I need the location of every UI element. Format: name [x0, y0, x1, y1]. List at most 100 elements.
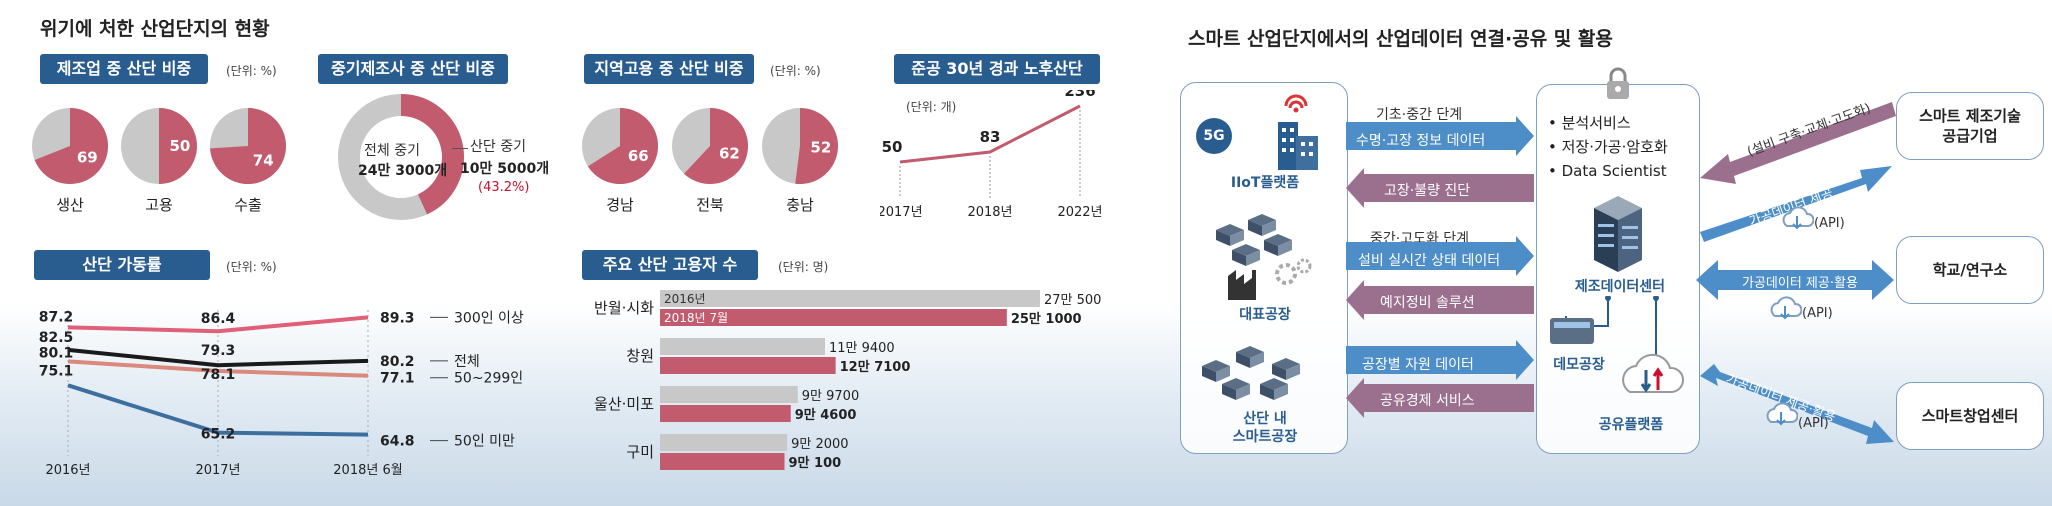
- arrow-label: 고장·불량 진단: [1384, 183, 1471, 199]
- iiot-building-icon: [1278, 94, 1318, 170]
- pie-1: 62: [672, 108, 748, 184]
- employees-pill: 주요 산단 고용자 수: [582, 250, 758, 280]
- pie-slice: [34, 108, 108, 184]
- oprate-label: 89.3: [380, 310, 415, 326]
- middle-arrows: [1346, 116, 1534, 418]
- oprate-label: 80.2: [380, 354, 415, 370]
- arrow-label: 설비 실시간 상태 데이터: [1358, 253, 1501, 269]
- sme-part-pct: (43.2%): [478, 180, 530, 195]
- bullet: • 저장·가공·암호화: [1548, 138, 1668, 156]
- emp-value: 12만 7100: [840, 359, 911, 375]
- pie-2: 74: [210, 108, 286, 184]
- source-caption-iiot: IIoT플랫폼: [1230, 175, 1300, 191]
- server-building-icon: [1594, 196, 1642, 272]
- arrow-label: 수명·고장 정보 데이터: [1356, 133, 1486, 149]
- pie-0: 66: [582, 108, 658, 184]
- manufacturing-share-pill: 제조업 중 산단 비중: [40, 54, 208, 84]
- right-title: 스마트 산업단지에서의 산업데이터 연결·공유 및 활용: [1188, 28, 1613, 50]
- aging-line: [899, 104, 1081, 164]
- node-startup: 스마트창업센터: [1896, 382, 2044, 450]
- sme-part-label: 산단 중기: [470, 139, 526, 155]
- cloud-icon: [1770, 296, 1802, 320]
- aging-pill: 준공 30년 경과 노후산단: [894, 54, 1100, 84]
- emp-value: 9만 9700: [802, 389, 859, 404]
- pie-slice: [587, 108, 658, 184]
- aging-value: 50: [882, 138, 903, 156]
- left-title: 위기에 처한 산업단지의 현황: [40, 18, 270, 40]
- sme-total-value: 24만 3000개: [358, 163, 448, 179]
- donut-slice: [400, 94, 464, 215]
- oprate-line-3: [67, 383, 369, 437]
- emp-category: 창원: [626, 347, 654, 365]
- sme-share-pill: 중기제조사 중 산단 비중: [318, 54, 508, 84]
- pie-value: 52: [810, 138, 831, 156]
- pie-slice: [210, 108, 286, 184]
- oprate-label: 65.2: [201, 427, 236, 443]
- emp-bar-1: [660, 309, 1007, 326]
- emp-category: 구미: [626, 443, 654, 461]
- node-supplier: 스마트 제조기술 공급기업: [1896, 92, 2044, 160]
- pie-slice: [683, 108, 748, 184]
- emp-bar-0: [660, 338, 825, 355]
- pie-0: 69: [32, 108, 108, 184]
- emp-value: 9만 2000: [791, 437, 848, 452]
- datacenter-caption: 제조데이터센터: [1574, 279, 1666, 295]
- pie-2: 52: [762, 108, 838, 184]
- lock-icon: [1607, 67, 1629, 99]
- pie-value: 66: [628, 147, 649, 165]
- factory-icon: [1216, 214, 1312, 300]
- operation-unit: (단위: %): [226, 260, 277, 274]
- sme-total-label: 전체 중기: [364, 143, 420, 159]
- sme-donut-chart: [338, 94, 464, 220]
- operation-line-chart: 2016년 2017년 2018년 6월 87.2 86.4 89.3 300인 이상 82.…: [39, 309, 524, 478]
- oprate-legend-label: 50~299인: [454, 371, 523, 387]
- oprate-label: 77.1: [380, 371, 415, 387]
- emp-legend: 2016년: [664, 292, 706, 306]
- emp-value: 9만 100: [789, 455, 842, 471]
- emp-value: 11만 9400: [829, 341, 895, 356]
- aging-line-chart: 50 2017년 83 2018년 236 2022년: [880, 90, 1103, 220]
- emp-value: 27만 500: [1044, 293, 1101, 308]
- demo-caption: 데모공장: [1553, 357, 1605, 373]
- oprate-xtick: 2018년 6월: [333, 463, 402, 478]
- arrow-label: 가공데이터 제공·활용: [1742, 276, 1858, 291]
- source-caption-factory: 대표공장: [1239, 307, 1291, 323]
- pie-value: 69: [77, 149, 98, 167]
- right-arrows: [1696, 102, 1896, 444]
- emp-bar-0: [660, 434, 788, 451]
- emp-value: 9만 4600: [795, 407, 857, 423]
- source-caption-smartfactory: 산단 내 스마트공장: [1232, 411, 1298, 445]
- node-school: 학교/연구소: [1896, 236, 2044, 304]
- pie-label: 경남: [606, 196, 634, 214]
- oprate-legend-label: 50인 미만: [454, 434, 515, 450]
- pie-label: 생산: [56, 196, 84, 214]
- pie-label: 수출: [234, 196, 262, 214]
- oprate-xtick: 2017년: [195, 463, 240, 478]
- oprate-line-0: [67, 315, 369, 334]
- stage1-label: 기초·중간 단계: [1376, 107, 1463, 123]
- oprate-label: 79.3: [201, 343, 236, 359]
- arrow-label: 공장별 자원 데이터: [1362, 357, 1474, 373]
- pie-label: 고용: [145, 196, 173, 214]
- pie-1: 50: [121, 108, 197, 184]
- arrow-label: 예지정비 솔루션: [1380, 295, 1475, 311]
- pie-label: 충남: [786, 196, 814, 214]
- api-label: (API): [1814, 216, 1845, 231]
- oprate-label: 82.5: [39, 330, 74, 346]
- oprate-label: 78.1: [201, 367, 236, 383]
- oprate-label: 75.1: [39, 363, 74, 379]
- oprate-xtick: 2016년: [45, 463, 90, 478]
- emp-bar-1: [660, 357, 836, 374]
- pie-label: 전북: [696, 196, 724, 214]
- emp-category: 반월·시화: [594, 299, 654, 317]
- aging-value: 236: [1064, 90, 1095, 100]
- regional-share-pill: 지역고용 중 산단 비중: [584, 54, 754, 84]
- pie-value: 74: [253, 151, 274, 169]
- manufacturing-unit: (단위: %): [226, 64, 277, 78]
- api-label: (API): [1798, 416, 1829, 431]
- api-label: (API): [1802, 306, 1833, 321]
- emp-legend: 2018년 7월: [664, 311, 728, 325]
- regional-unit: (단위: %): [770, 64, 821, 78]
- arrow-label: 공유경제 서비스: [1380, 393, 1475, 409]
